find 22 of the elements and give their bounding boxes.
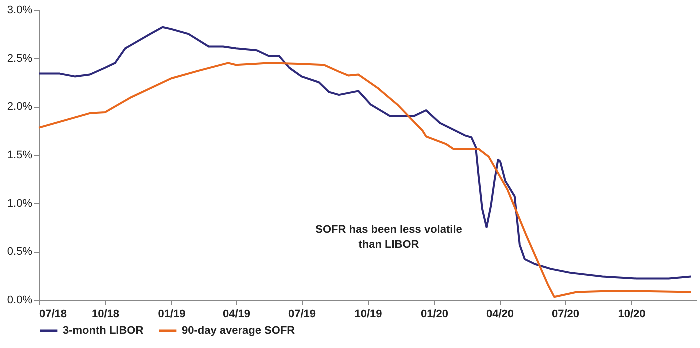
y-tick-label: 1.0%	[7, 198, 33, 210]
x-tick-label: 04/19	[222, 308, 251, 320]
x-tick-label: 07/20	[552, 308, 580, 320]
x-tick-label: 07/19	[288, 308, 316, 320]
x-tick-label: 01/20	[420, 308, 448, 320]
y-tick-label: 0.5%	[7, 246, 33, 258]
y-tick-label: 0.0%	[7, 294, 33, 306]
y-tick-label: 2.0%	[7, 101, 33, 114]
y-tick-label: 3.0%	[7, 4, 33, 16]
x-tick-label: 07/18	[40, 308, 68, 320]
annotation: SOFR has been less volatile than LIBOR	[316, 224, 462, 251]
x-tick-label: 01/19	[158, 308, 186, 320]
x-tick-label: 10/18	[92, 308, 120, 320]
x-tick-label: 10/19	[354, 308, 382, 320]
legend-label: 3-month LIBOR	[63, 325, 144, 337]
line-series	[38, 62, 692, 298]
legend-label: 90-day average SOFR	[182, 325, 296, 337]
x-tick-label: 10/20	[618, 308, 646, 320]
x-tick-label: 04/20	[486, 308, 514, 320]
y-tick-label: 2.5%	[7, 52, 33, 65]
y-tick-label: 1.5%	[7, 150, 33, 162]
line-series	[38, 26, 692, 280]
